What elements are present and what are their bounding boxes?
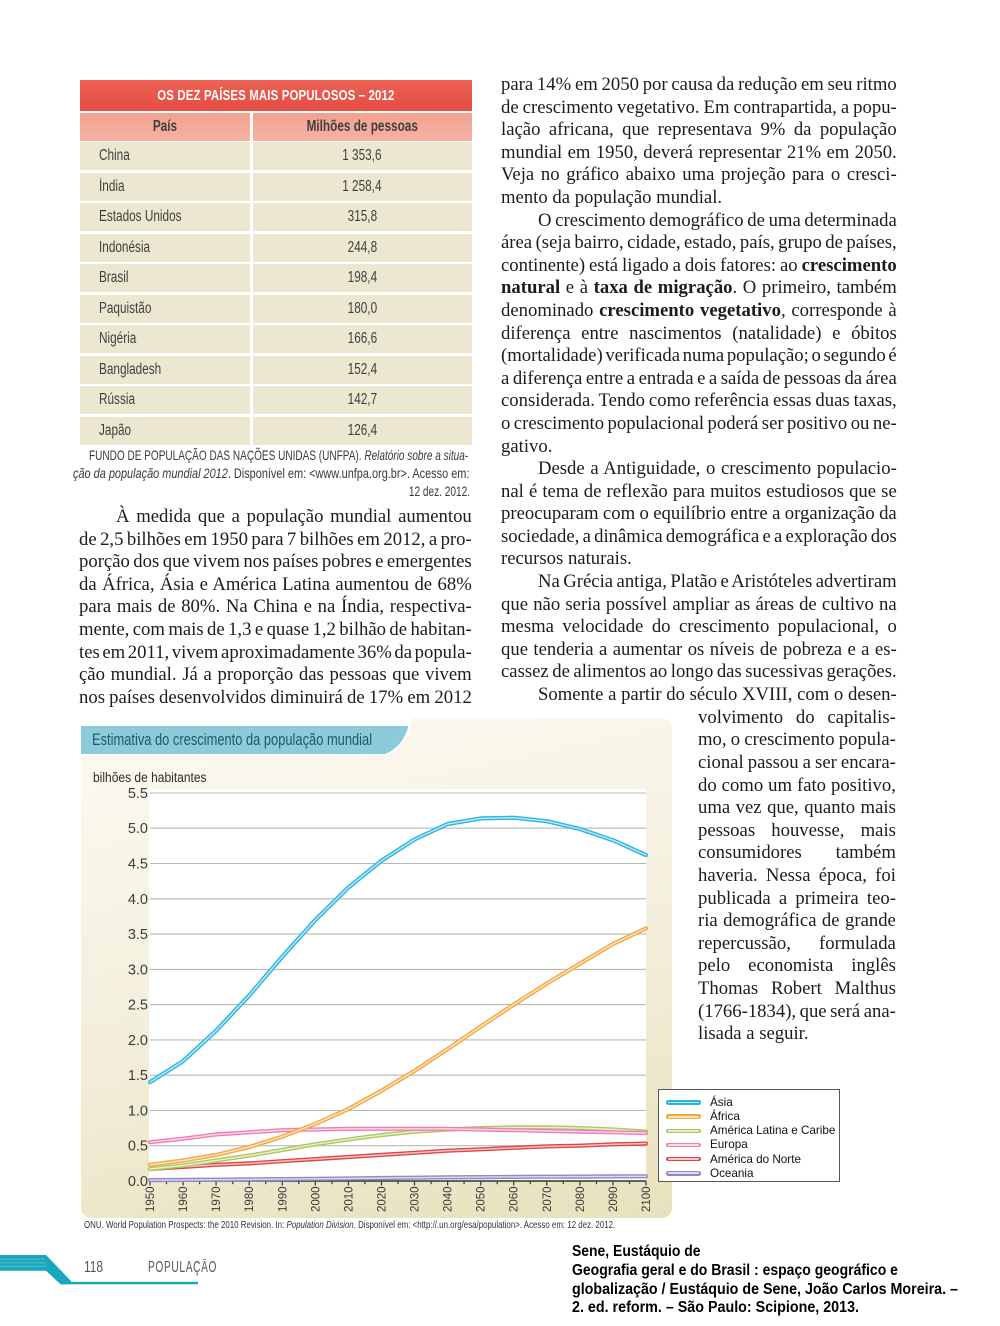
svg-text:2.0: 2.0 bbox=[128, 1033, 148, 1049]
svg-text:2050: 2050 bbox=[476, 1186, 488, 1212]
svg-text:5.0: 5.0 bbox=[128, 821, 148, 837]
svg-text:2070: 2070 bbox=[542, 1186, 554, 1212]
svg-text:2080: 2080 bbox=[575, 1186, 587, 1212]
svg-text:1980: 1980 bbox=[244, 1186, 256, 1212]
svg-text:2020: 2020 bbox=[377, 1186, 389, 1212]
svg-text:2090: 2090 bbox=[608, 1186, 620, 1212]
svg-text:0.5: 0.5 bbox=[128, 1139, 148, 1155]
svg-text:2010: 2010 bbox=[343, 1186, 355, 1212]
svg-text:3.5: 3.5 bbox=[128, 927, 148, 943]
svg-text:1.0: 1.0 bbox=[128, 1104, 148, 1120]
svg-text:4.0: 4.0 bbox=[128, 892, 148, 908]
svg-text:1970: 1970 bbox=[211, 1186, 223, 1212]
svg-text:0.0: 0.0 bbox=[128, 1174, 148, 1190]
svg-text:3.0: 3.0 bbox=[128, 962, 148, 978]
svg-text:2040: 2040 bbox=[443, 1186, 455, 1212]
svg-text:5.5: 5.5 bbox=[128, 786, 148, 802]
svg-text:4.5: 4.5 bbox=[128, 857, 148, 873]
svg-text:2000: 2000 bbox=[310, 1186, 322, 1212]
svg-text:1.5: 1.5 bbox=[128, 1068, 148, 1084]
svg-text:1950: 1950 bbox=[145, 1186, 157, 1212]
svg-text:2030: 2030 bbox=[410, 1186, 422, 1212]
svg-text:1960: 1960 bbox=[178, 1186, 190, 1212]
svg-text:2.5: 2.5 bbox=[128, 998, 148, 1014]
svg-text:1990: 1990 bbox=[277, 1186, 289, 1212]
svg-text:2060: 2060 bbox=[509, 1186, 521, 1212]
svg-text:2100: 2100 bbox=[641, 1186, 653, 1212]
